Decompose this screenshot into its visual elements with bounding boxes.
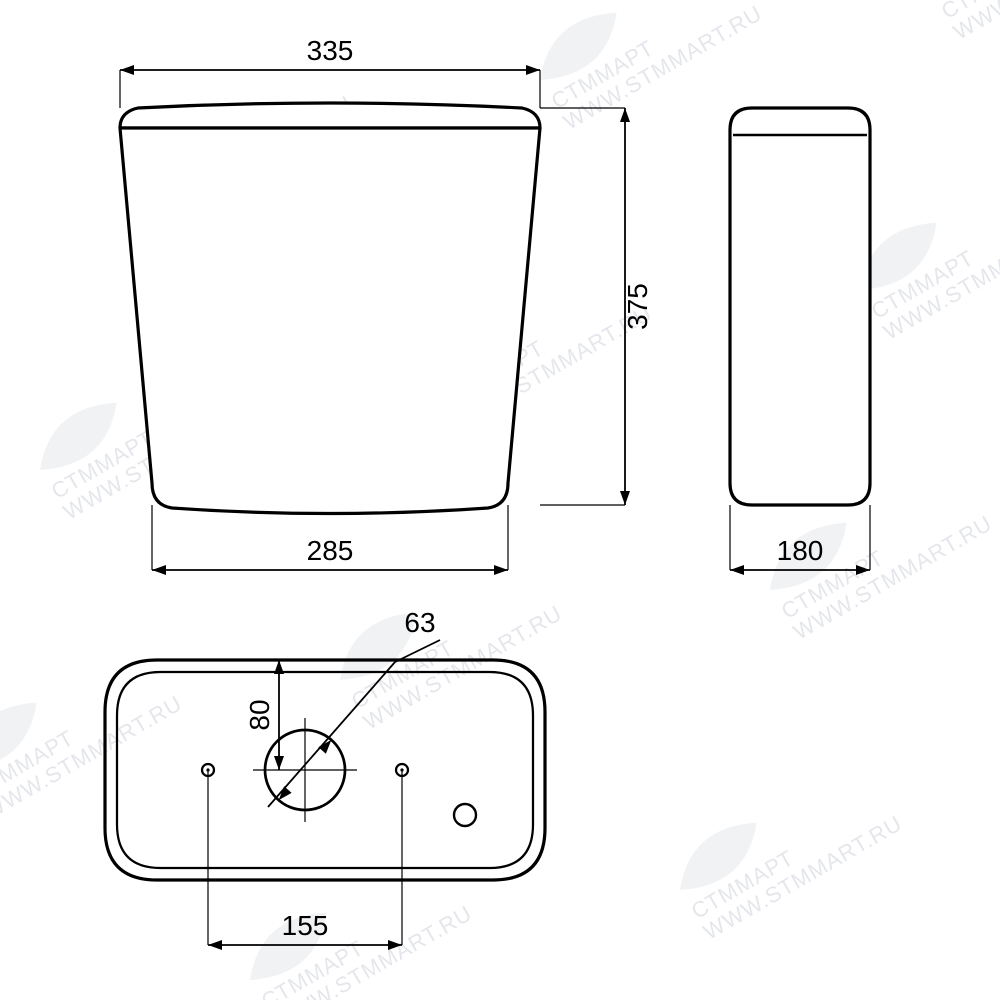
svg-text:80: 80 [244,699,275,730]
side-view [730,108,870,505]
front-view [120,103,540,514]
svg-text:63: 63 [404,607,435,638]
bottom-view [105,640,545,950]
svg-text:285: 285 [307,535,354,566]
svg-text:335: 335 [307,35,354,66]
svg-text:155: 155 [282,910,329,941]
svg-text:180: 180 [777,535,824,566]
svg-text:375: 375 [622,283,653,330]
